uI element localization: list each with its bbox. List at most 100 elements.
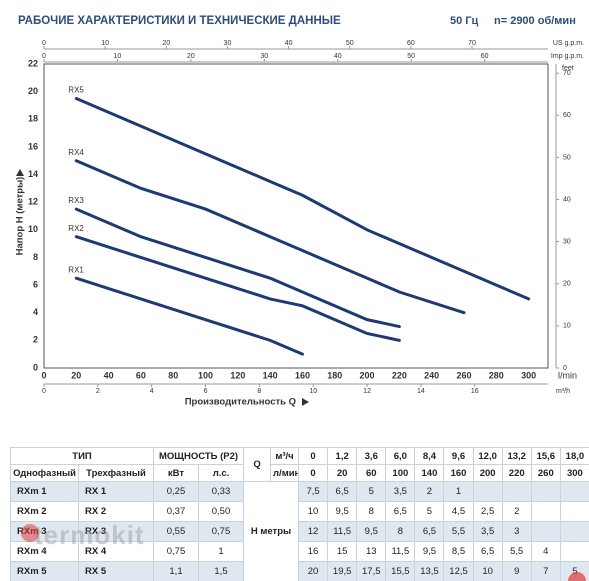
x-arrow	[302, 398, 309, 406]
header-cell: 60	[356, 464, 387, 482]
x-tick-label: 20	[71, 370, 81, 380]
curve	[74, 207, 401, 329]
y-tick-label: 2	[33, 335, 38, 345]
table-cell: 10	[298, 501, 329, 522]
secondary-axis-label: feet	[562, 65, 574, 72]
secondary-tick-label: 16	[471, 388, 479, 395]
table-cell: 7	[530, 561, 561, 581]
table-cell: 9,5	[414, 541, 445, 562]
x-tick-label: 220	[392, 370, 407, 380]
secondary-tick-label: 10	[309, 388, 317, 395]
table-cell: 0,55	[153, 521, 199, 542]
header-cell: 18,0	[559, 447, 589, 465]
secondary-tick-label: 0	[42, 388, 46, 395]
x-tick-label: 120	[230, 370, 245, 380]
header-cell: Q	[243, 447, 272, 482]
header-cell: 220	[501, 464, 532, 482]
table-cell: RX 2	[78, 501, 154, 522]
table-cell: 1,1	[153, 561, 199, 581]
frequency: 50 Гц	[450, 15, 479, 27]
header-cell: 160	[443, 464, 474, 482]
table-cell: 5	[356, 481, 387, 502]
table-cell: 2,5	[472, 501, 503, 522]
x-tick-label: 140	[263, 370, 278, 380]
y-tick-label: 22	[28, 58, 38, 68]
table-cell: 5	[559, 561, 589, 581]
y-tick-label: 10	[28, 224, 38, 234]
watermark: termokit	[34, 520, 145, 550]
table-row: RXm 5 RX 5 1,1 1,5 20 19,5 17,5 15,5 13,5 12,5 10 9…	[10, 561, 589, 581]
chart: РАБОЧИЕ ХАРАКТЕРИСТИКИ И ТЕХНИЧЕСКИЕ ДАН…	[15, 15, 585, 408]
secondary-tick-label: 0	[42, 53, 46, 60]
secondary-tick-label: 50	[346, 40, 354, 47]
header-cell: 1,2	[327, 447, 358, 465]
secondary-tick-label: 6	[204, 388, 208, 395]
secondary-tick-label: 50	[563, 154, 571, 161]
secondary-tick-label: 20	[187, 53, 195, 60]
secondary-tick-label: 20	[162, 40, 170, 47]
header-cell: 20	[327, 464, 358, 482]
header-cell: 3,6	[356, 447, 387, 465]
table-cell: 9,5	[356, 521, 387, 542]
y-tick-label: 14	[28, 169, 38, 179]
secondary-tick-label: 4	[150, 388, 154, 395]
secondary-tick-label: 30	[563, 238, 571, 245]
curve	[74, 235, 401, 342]
y-tick-label: 6	[33, 279, 38, 289]
table-cell: 17,5	[356, 561, 387, 581]
table-cell: 2	[414, 481, 445, 502]
secondary-tick-label: 60	[481, 53, 489, 60]
table-cell: 13	[356, 541, 387, 562]
header-cell: 13,2	[501, 447, 532, 465]
secondary-tick-label: 60	[407, 40, 415, 47]
table-cell: 0,33	[197, 481, 245, 502]
header-cell: 8,4	[414, 447, 445, 465]
y-arrow	[16, 169, 24, 176]
header-cell: 260	[530, 464, 561, 482]
x-tick-label: 180	[327, 370, 342, 380]
secondary-axis-label: US g.p.m.	[553, 40, 584, 47]
table-cell: 15,5	[385, 561, 416, 581]
table-cell: 6,5	[414, 521, 445, 542]
y-tick-label: 12	[28, 197, 38, 207]
curve-label: RX5	[68, 86, 84, 95]
table-cell: 3,5	[385, 481, 416, 502]
secondary-tick-label: 0	[42, 40, 46, 47]
table-cell: 3	[501, 521, 532, 542]
secondary-tick-label: 2	[96, 388, 100, 395]
secondary-axis-label: m³/h	[556, 388, 570, 395]
x-tick-label: 60	[136, 370, 146, 380]
x-tick-label: 260	[456, 370, 471, 380]
empty-cell	[501, 481, 532, 502]
table-cell: 1,5	[197, 561, 245, 581]
empty-cell	[530, 501, 561, 522]
x-tick-label: 80	[168, 370, 178, 380]
header-cell: 12,0	[472, 447, 503, 465]
table-row: Однофазный Трехфазный кВт л.с. л/мин 0 20 60 100…	[10, 464, 589, 482]
secondary-tick-label: 10	[101, 40, 109, 47]
table-cell: 0,75	[153, 541, 199, 562]
x-tick-label: 280	[489, 370, 504, 380]
header-cell: 140	[414, 464, 445, 482]
table-cell: 10	[472, 561, 503, 581]
table-cell: 0,37	[153, 501, 199, 522]
table-cell: 8	[356, 501, 387, 522]
secondary-tick-label: 40	[563, 196, 571, 203]
y-tick-label: 0	[33, 362, 38, 372]
empty-cell	[530, 521, 561, 542]
header-cell: 100	[385, 464, 416, 482]
plot-frame	[43, 63, 549, 369]
y-axis-title: Напор H (метры)	[15, 177, 26, 256]
table-cell: 20	[298, 561, 329, 581]
x-tick-label: 240	[424, 370, 439, 380]
table-cell: RXm 1	[10, 481, 79, 502]
table-cell: 15	[327, 541, 358, 562]
secondary-tick-label: 30	[260, 53, 268, 60]
table-cell: 0,75	[197, 521, 245, 542]
table-cell: RX 1	[78, 481, 154, 502]
curve-label: RX3	[68, 196, 84, 205]
x-tick-label: 160	[295, 370, 310, 380]
table-cell: 4,5	[443, 501, 474, 522]
